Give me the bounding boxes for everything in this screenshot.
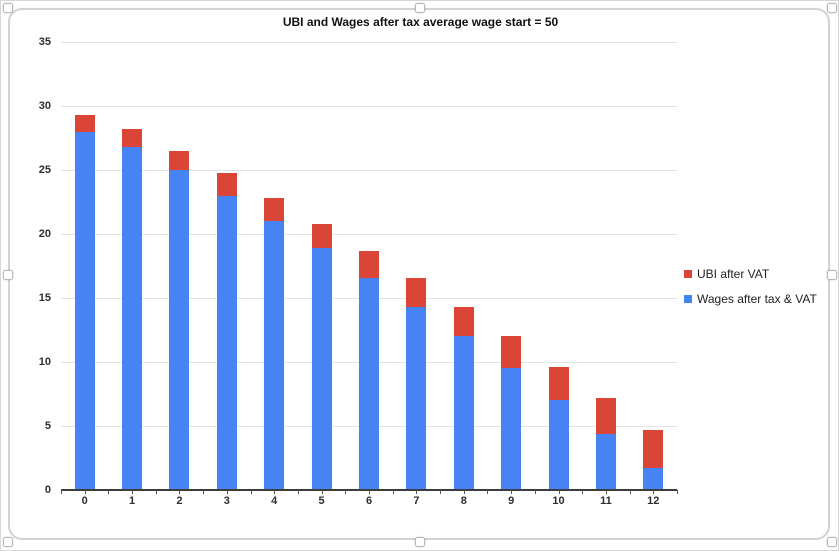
bar-segment-series0-cat7[interactable] [406, 306, 427, 490]
bar-segment-series0-cat2[interactable] [169, 170, 190, 490]
resize-handle-bottom-middle[interactable] [415, 537, 425, 547]
x-tick [61, 490, 62, 494]
x-tick [155, 490, 157, 494]
bar-segment-series0-cat10[interactable] [548, 400, 569, 490]
x-axis-label: 7 [413, 495, 420, 507]
y-axis-label: 20 [38, 228, 51, 240]
resize-handle-left-middle[interactable] [3, 270, 13, 280]
x-tick [250, 490, 252, 494]
bar-segment-series1-cat3[interactable] [216, 172, 237, 196]
x-tick [369, 490, 370, 494]
x-tick [345, 490, 347, 494]
legend-swatch [684, 270, 692, 278]
chart-title: UBI and Wages after tax average wage sta… [282, 15, 559, 29]
resize-handle-top-right[interactable] [827, 3, 837, 13]
y-axis-label: 5 [44, 420, 51, 432]
x-tick [179, 490, 181, 494]
x-axis: 0 1 2 3 4 5 6 7 8 9 10 11 12 [61, 495, 677, 511]
x-axis-label: 9 [508, 495, 515, 507]
x-tick [392, 490, 394, 494]
resize-handle-top-left[interactable] [3, 3, 13, 13]
legend-item[interactable]: UBI after VAT [684, 267, 817, 281]
gridline [61, 170, 677, 171]
legend: UBI after VAT Wages after tax & VAT [684, 267, 817, 317]
bar-segment-series0-cat9[interactable] [501, 368, 522, 490]
bar-segment-series1-cat10[interactable] [548, 367, 569, 401]
x-axis-label: 0 [81, 495, 88, 507]
x-tick [511, 490, 513, 494]
bar-segment-series0-cat3[interactable] [216, 195, 237, 490]
bar-segment-series1-cat2[interactable] [169, 150, 190, 170]
y-axis-label: 30 [38, 100, 51, 112]
bar-segment-series1-cat0[interactable] [74, 114, 95, 132]
x-axis-label: 2 [176, 495, 183, 507]
x-axis-label: 4 [271, 495, 278, 507]
legend-label: Wages after tax & VAT [697, 292, 817, 306]
x-tick [297, 490, 299, 494]
y-axis: 0 5 10 15 20 25 30 35 [1, 36, 51, 496]
y-axis-label: 15 [38, 292, 51, 304]
x-tick [558, 490, 560, 494]
x-tick [203, 490, 205, 494]
x-tick [132, 490, 134, 494]
resize-handle-bottom-right[interactable] [827, 537, 837, 547]
x-tick [274, 490, 276, 494]
bar-segment-series0-cat12[interactable] [643, 468, 664, 490]
legend-item[interactable]: Wages after tax & VAT [684, 292, 817, 306]
x-axis-label: 1 [129, 495, 136, 507]
x-axis-label: 8 [460, 495, 467, 507]
bar-segment-series1-cat12[interactable] [643, 429, 664, 469]
x-tick [487, 490, 489, 494]
x-tick [463, 490, 465, 494]
bar-segment-series1-cat5[interactable] [311, 223, 332, 249]
x-tick [605, 490, 607, 494]
bar-segment-series1-cat7[interactable] [406, 277, 427, 307]
x-tick [534, 490, 536, 494]
x-tick [440, 490, 442, 494]
bar-segment-series0-cat1[interactable] [122, 146, 143, 490]
resize-handle-top-middle[interactable] [415, 3, 425, 13]
x-tick [84, 490, 86, 494]
x-tick [582, 490, 584, 494]
x-axis-label: 12 [647, 495, 660, 507]
bar-segment-series1-cat1[interactable] [122, 129, 143, 147]
x-tick [321, 490, 323, 494]
gridline [61, 106, 677, 107]
legend-label: UBI after VAT [697, 267, 770, 281]
x-axis-label: 11 [600, 495, 612, 507]
x-axis-label: 10 [552, 495, 565, 507]
legend-swatch [684, 295, 692, 303]
x-tick [653, 490, 655, 494]
bar-segment-series0-cat6[interactable] [359, 277, 379, 490]
x-tick [108, 490, 110, 494]
y-axis-label: 0 [44, 484, 51, 496]
y-axis-label: 25 [38, 164, 51, 176]
resize-handle-right-middle[interactable] [827, 270, 837, 280]
y-axis-label: 35 [38, 36, 51, 48]
bar-segment-series0-cat8[interactable] [453, 336, 474, 490]
bar-segment-series0-cat11[interactable] [595, 433, 616, 490]
bar-segment-series1-cat4[interactable] [264, 198, 285, 222]
x-tick [226, 490, 228, 494]
gridline [61, 42, 677, 43]
x-tick [629, 490, 631, 494]
bar-segment-series1-cat9[interactable] [501, 336, 522, 369]
bar-segment-series0-cat5[interactable] [311, 248, 332, 490]
x-axis-label: 5 [318, 495, 325, 507]
y-axis-label: 10 [38, 356, 51, 368]
x-tick [677, 490, 678, 494]
bar-segment-series1-cat6[interactable] [359, 250, 379, 278]
x-axis-label: 3 [223, 495, 230, 507]
gridline [61, 234, 677, 235]
plot-area [61, 42, 678, 494]
bar-segment-series0-cat4[interactable] [264, 221, 285, 490]
resize-handle-bottom-left[interactable] [3, 537, 13, 547]
bar-segment-series1-cat8[interactable] [453, 306, 474, 337]
bar-segment-series0-cat0[interactable] [74, 131, 95, 490]
x-axis-label: 6 [365, 495, 373, 507]
x-tick [416, 490, 418, 494]
bar-segment-series1-cat11[interactable] [595, 397, 616, 434]
